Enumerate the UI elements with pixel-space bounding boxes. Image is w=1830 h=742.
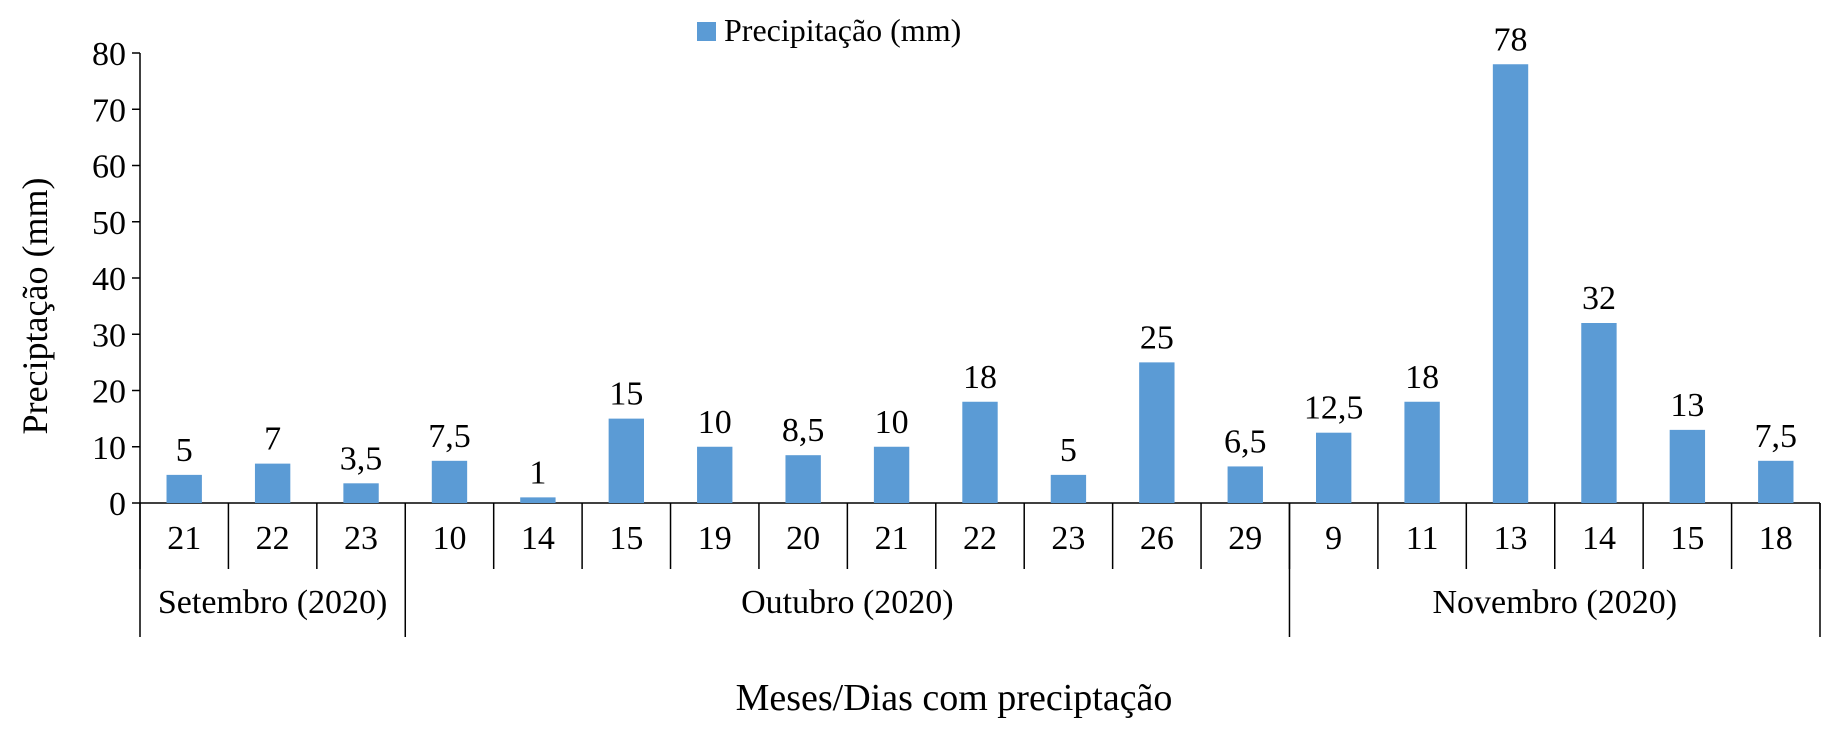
bar-value-label: 5 <box>176 432 193 469</box>
x-tick-label: 11 <box>1406 520 1439 557</box>
x-tick-label: 22 <box>963 520 997 557</box>
bar-value-label: 25 <box>1140 319 1174 356</box>
x-tick-label: 14 <box>1582 520 1616 557</box>
bar <box>1316 432 1352 503</box>
bar-value-label: 7,5 <box>428 418 471 455</box>
x-tick-label: 29 <box>1228 520 1262 557</box>
bar-value-label: 8,5 <box>782 412 825 449</box>
bar <box>1050 474 1087 503</box>
axes: 0 10 20 30 40 50 60 70 80 <box>92 36 1820 523</box>
month-label: Setembro (2020) <box>158 584 387 621</box>
data-labels: 5 7 3,5 7,5 1 15 10 8,5 10 18 5 25 6,5 12,5 18 78 32 13 7,… <box>176 21 1797 491</box>
month-label: Novembro (2020) <box>1432 584 1677 621</box>
bars <box>166 64 1794 503</box>
y-tick-label: 20 <box>92 374 126 411</box>
x-tick-label: 21 <box>875 520 909 557</box>
bar-value-label: 7 <box>264 421 281 458</box>
x-axis-title: Meses/Dias com preciptação <box>736 677 1173 719</box>
x-tick-label: 10 <box>432 520 466 557</box>
x-tick-label: 15 <box>609 520 643 557</box>
x-tick-label: 23 <box>1051 520 1085 557</box>
x-tick-label: 20 <box>786 520 820 557</box>
bar-value-label: 1 <box>529 454 546 491</box>
y-tick-label: 80 <box>92 36 126 73</box>
legend: Precipitação (mm) <box>697 12 961 48</box>
x-tick-label: 19 <box>698 520 732 557</box>
y-tick-label: 40 <box>92 261 126 298</box>
bar <box>343 483 379 503</box>
bar <box>608 418 644 503</box>
bar <box>785 455 821 503</box>
x-tick-label: 18 <box>1759 520 1793 557</box>
y-tick-label: 0 <box>109 486 126 523</box>
bar <box>520 497 556 503</box>
bar-value-label: 12,5 <box>1304 390 1364 427</box>
bar-value-label: 15 <box>609 376 643 413</box>
bar-value-label: 5 <box>1060 432 1077 469</box>
bar <box>1139 362 1175 503</box>
x-tick-label: 15 <box>1670 520 1704 557</box>
y-axis-title: Preciptação (mm) <box>15 178 55 435</box>
bar-value-label: 6,5 <box>1224 423 1267 460</box>
bar-value-label: 10 <box>875 404 909 441</box>
bar <box>254 463 291 503</box>
y-tick-label: 70 <box>92 92 126 129</box>
bar-value-label: 32 <box>1582 280 1616 317</box>
x-tick-label: 26 <box>1140 520 1174 557</box>
bar <box>962 401 998 503</box>
x-tick-label: 23 <box>344 520 378 557</box>
legend-swatch <box>697 22 716 41</box>
y-tick-label: 50 <box>92 205 126 242</box>
bar-value-label: 13 <box>1670 387 1704 424</box>
legend-label: Precipitação (mm) <box>724 12 961 48</box>
bar-value-label: 3,5 <box>340 440 383 477</box>
bar-value-label: 78 <box>1494 21 1528 58</box>
y-tick-label: 60 <box>92 149 126 186</box>
bar <box>1404 401 1440 503</box>
y-tick-label: 10 <box>92 430 126 467</box>
bar-value-label: 7,5 <box>1755 418 1798 455</box>
bar-value-label: 10 <box>698 404 732 441</box>
bar <box>1492 64 1529 503</box>
bar <box>873 446 910 503</box>
bar <box>1581 323 1617 503</box>
month-label: Outubro (2020) <box>741 584 953 621</box>
bar-value-label: 18 <box>1405 359 1439 396</box>
x-tick-label: 14 <box>521 520 555 557</box>
bar <box>1669 429 1706 503</box>
x-tick-label: 13 <box>1494 520 1528 557</box>
bar <box>1758 460 1794 503</box>
bar-value-label: 18 <box>963 359 997 396</box>
x-tick-label: 21 <box>167 520 201 557</box>
x-categories: 21 22 23 10 14 15 19 20 21 22 23 26 29 9 11 13 14 15 18 Set… <box>139 503 1821 637</box>
bar <box>166 474 202 503</box>
y-tick-label: 30 <box>92 317 126 354</box>
bar <box>697 446 733 503</box>
bar <box>1227 466 1263 503</box>
x-tick-label: 9 <box>1325 520 1342 557</box>
bar <box>431 460 468 503</box>
x-tick-label: 22 <box>256 520 290 557</box>
